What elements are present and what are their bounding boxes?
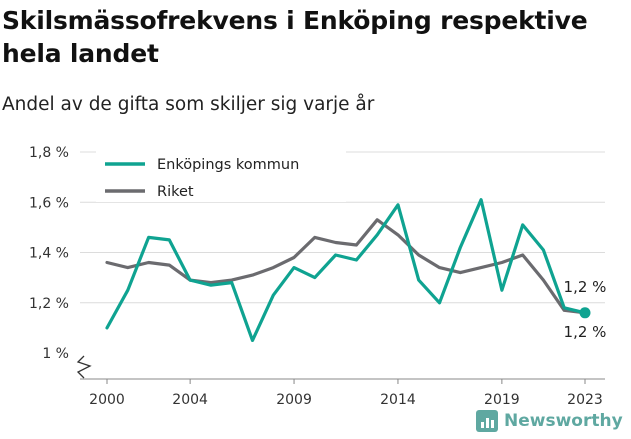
brand-name: Newsworthy	[504, 411, 623, 431]
series-lines	[105, 198, 591, 342]
x-tick-label: 2009	[276, 392, 312, 408]
y-tick-label: 1,8 %	[29, 145, 69, 161]
end-label-enkoping: 1,2 %	[564, 278, 607, 296]
x-axis: 2000 2004 2009 2014 2019 2023	[76, 355, 605, 408]
x-tick-label: 2004	[172, 392, 208, 408]
chart-title: Skilsmässofrekvens i Enköping respektive…	[2, 6, 588, 68]
end-label-riket: 1,2 %	[564, 323, 607, 341]
y-tick-label: 1 %	[42, 346, 69, 362]
y-tick-label: 1,4 %	[29, 246, 69, 262]
y-tick-label: 1,2 %	[29, 296, 69, 312]
legend-label: Riket	[157, 184, 194, 200]
x-tick-label: 2023	[567, 392, 603, 408]
y-tick-label: 1,6 %	[29, 195, 69, 211]
end-point-marker	[579, 307, 591, 319]
newsworthy-brand: Newsworthy	[476, 406, 623, 436]
axis-break-icon	[76, 355, 92, 379]
series-line-riket	[105, 218, 587, 315]
y-axis-tick-labels: 1 % 1,2 % 1,4 % 1,6 % 1,8 %	[29, 145, 69, 362]
legend: Enköpings kommun Riket	[96, 146, 346, 202]
end-labels: 1,2 % 1,2 %	[564, 278, 607, 341]
chart-subtitle: Andel av de gifta som skiljer sig varje …	[2, 94, 375, 115]
series-line-enkoping	[105, 198, 587, 342]
x-tick-label: 2014	[380, 392, 416, 408]
x-tick-label: 2000	[89, 392, 125, 408]
bar-chart-logo-icon	[476, 410, 498, 432]
x-tick-label: 2019	[484, 392, 520, 408]
legend-background	[96, 146, 346, 202]
legend-label: Enköpings kommun	[157, 157, 299, 173]
